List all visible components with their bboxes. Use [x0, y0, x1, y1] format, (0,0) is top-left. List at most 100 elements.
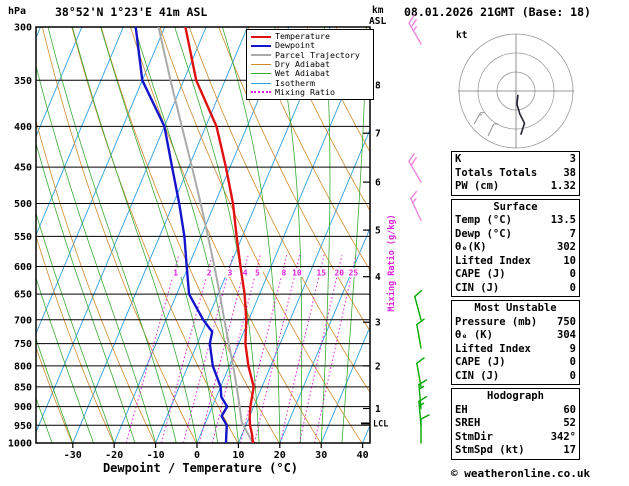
legend-swatch-dewpoint — [251, 44, 271, 47]
pressure-tick-label: 550 — [14, 232, 32, 243]
index-label: Lifted Index — [455, 342, 531, 355]
pressure-tick-label: 800 — [14, 361, 32, 372]
temp-tick-label: 30 — [315, 450, 327, 461]
index-value: 9 — [569, 342, 576, 355]
legend-label: Dewpoint — [275, 40, 315, 51]
section-title: Most Unstable — [474, 302, 557, 314]
km-tick-label: 7 — [375, 129, 381, 140]
indices-section: K 3 Totals Totals 38 PW (cm) 1.32 — [451, 151, 580, 196]
legend-item: Dewpoint — [250, 41, 370, 50]
pressure-axis-unit: hPa — [8, 6, 27, 17]
mixing-ratio-value-label: 8 — [281, 269, 286, 278]
index-label: StmSpd (kt) — [455, 444, 525, 456]
index-label: K — [455, 153, 462, 165]
dry-adiabat-line — [36, 346, 73, 443]
legend-item: Isotherm — [250, 78, 370, 87]
mixing-ratio-line — [211, 254, 261, 443]
index-value: 13.5 — [550, 214, 576, 226]
pressure-tick-label: 700 — [14, 315, 32, 326]
mixing-ratio-line — [125, 254, 180, 443]
isotherm-line — [237, 128, 370, 443]
plot-frame — [35, 26, 371, 444]
index-row: θₑ (K) 304 — [455, 329, 576, 343]
wind-barb — [418, 395, 428, 426]
temp-tick-label: 0 — [194, 450, 200, 461]
index-label: Lifted Index — [455, 254, 531, 267]
pressure-tick-label: 900 — [14, 402, 32, 413]
legend-swatch-dry_adiabat — [251, 64, 271, 66]
mixing-ratio-labels: 1 2 3 4 5 8 10 15 20 25 — [170, 268, 359, 278]
temp-tick-label: 10 — [232, 450, 244, 461]
wind-barb — [408, 14, 422, 45]
indices-section: Most Unstable Pressure (mb) 750 θₑ (K) 304 Li… — [451, 300, 580, 385]
mixing-ratio-value-label: 4 — [243, 269, 248, 278]
index-label: EH — [455, 403, 468, 416]
isotherm-line — [36, 27, 124, 237]
mixing-ratio-line — [240, 254, 288, 443]
index-row: StmDir 342° — [455, 431, 576, 445]
legend-swatch-mixing_ratio — [251, 91, 271, 94]
legend: Temperature Dewpoint Parcel Trajectory Dry … — [246, 29, 374, 101]
index-row: θₑ(K) 302 — [455, 241, 576, 255]
temp-tick-label: -10 — [147, 450, 165, 461]
index-label: Totals Totals — [455, 166, 538, 179]
legend-item: Dry Adiabat — [250, 60, 370, 69]
index-label: θₑ (K) — [455, 329, 493, 341]
index-row: CAPE (J) 0 — [455, 268, 576, 282]
isotherm-line — [320, 325, 370, 443]
legend-item: Wet Adiabat — [250, 69, 370, 78]
mixing-ratio-value-label: 3 — [228, 269, 233, 278]
parcel-trajectory-curve — [157, 27, 254, 443]
wind-barb — [416, 357, 425, 388]
skewt-plot: 1 2 3 4 5 8 10 15 20 2530035040045050055060065070… — [8, 14, 430, 461]
index-label: θₑ(K) — [455, 241, 487, 253]
legend-label: Isotherm — [275, 77, 315, 88]
isotherm-line — [36, 27, 207, 434]
index-row: Totals Totals 38 — [455, 167, 576, 181]
index-row: Temp (°C) 13.5 — [455, 214, 576, 228]
pressure-tick-label: 950 — [14, 421, 32, 432]
legend-item: Temperature — [250, 32, 370, 41]
pressure-tick-label: 300 — [14, 23, 32, 34]
wet-adiabat-line — [47, 27, 177, 443]
index-row: Lifted Index 10 — [455, 255, 576, 269]
index-label: CIN (J) — [455, 281, 500, 294]
hodograph-kt-label: kt — [456, 30, 468, 41]
lcl-label: LCL — [373, 419, 388, 429]
index-row: SREH 52 — [455, 417, 576, 431]
index-value: 60 — [563, 403, 576, 416]
mixing-ratio-line — [199, 254, 249, 443]
index-value: 0 — [569, 268, 576, 280]
index-label: CAPE (J) — [455, 356, 506, 368]
mixing-ratio-line — [253, 254, 301, 443]
isotherm-line — [279, 227, 370, 443]
wind-barb — [416, 318, 425, 349]
isotherm-line — [36, 27, 83, 138]
legend-swatch-parcel — [251, 54, 271, 57]
section-title: Surface — [493, 200, 538, 213]
hodograph-ref-barb — [487, 123, 499, 137]
index-label: CIN (J) — [455, 369, 500, 382]
index-row: EH 60 — [455, 404, 576, 418]
index-label: PW (cm) — [455, 180, 500, 192]
temp-tick-label: 20 — [274, 450, 286, 461]
mixing-ratio-line — [182, 254, 234, 443]
index-label: StmDir — [455, 430, 493, 443]
index-row: StmSpd (kt) 17 — [455, 444, 576, 458]
legend-swatch-isotherm — [251, 82, 271, 84]
index-value: 0 — [569, 369, 576, 382]
index-row: PW (cm) 1.32 — [455, 180, 576, 194]
pressure-tick-label: 450 — [14, 163, 32, 174]
legend-item: Mixing Ratio — [250, 87, 370, 97]
pressure-tick-label: 650 — [14, 290, 32, 301]
station-title: 38°52'N 1°23'E 41m ASL — [55, 5, 208, 19]
altitude-unit-asl: ASL — [369, 16, 387, 27]
index-row: Pressure (mb) 750 — [455, 316, 576, 330]
index-value: 1.32 — [550, 180, 576, 192]
legend-swatch-temperature — [251, 35, 271, 38]
index-value: 38 — [563, 166, 576, 179]
index-label: CAPE (J) — [455, 268, 506, 280]
km-tick-label: 3 — [375, 318, 381, 329]
index-value: 7 — [569, 227, 576, 240]
pressure-tick-label: 350 — [14, 76, 32, 87]
